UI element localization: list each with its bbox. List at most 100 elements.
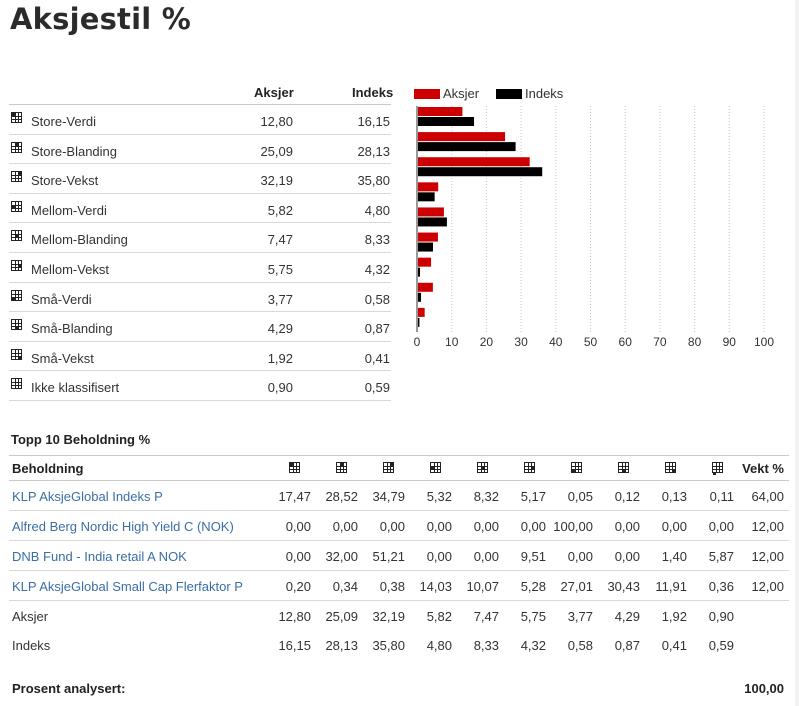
x-tick-label: 30 <box>514 335 528 349</box>
cell-value: 0,00 <box>520 519 546 534</box>
bar-aksjer <box>418 232 438 242</box>
cell-value: 4,29 <box>614 609 640 624</box>
style-box-icon <box>11 112 22 123</box>
style-row-aksjer: 1,92 <box>267 350 293 366</box>
style-box-icon <box>11 378 22 390</box>
cell-value: 5,32 <box>426 489 452 504</box>
legend-swatch <box>414 89 440 99</box>
style-row: Store-Blanding 25,09 28,13 <box>9 135 391 165</box>
bar-aksjer <box>418 207 444 217</box>
cell-value: 30,43 <box>607 579 640 594</box>
top10-header: Beholdning Vekt % <box>9 455 789 481</box>
style-box-icon <box>383 462 394 473</box>
cell-value: 0,00 <box>332 519 358 534</box>
cell-value: 0,00 <box>567 549 593 564</box>
style-box-icon <box>336 462 347 473</box>
footer-analysed: Prosent analysert: 100,00 <box>9 678 789 698</box>
style-box-icon <box>430 462 441 473</box>
cell-value: 0,13 <box>661 489 687 504</box>
style-row-indeks: 28,13 <box>357 143 390 159</box>
cell-value: 0,00 <box>473 549 499 564</box>
style-row-aksjer: 4,29 <box>267 321 293 337</box>
cell-value: 8,33 <box>473 638 499 653</box>
cell-value: 0,00 <box>285 519 311 534</box>
cell-value: 0,00 <box>614 549 640 564</box>
x-tick-label: 50 <box>584 335 598 349</box>
scroll-edge <box>795 0 799 706</box>
bar-indeks <box>418 317 420 327</box>
style-box-icon <box>11 348 22 360</box>
style-row-indeks: 4,80 <box>364 202 390 218</box>
cell-value: 8,32 <box>473 489 499 504</box>
cell-value: 0,87 <box>614 638 640 653</box>
cell-value: 0,20 <box>285 579 311 594</box>
style-box-icon <box>289 462 300 473</box>
cell-value: 0,05 <box>567 489 593 504</box>
style-box-icon <box>11 171 22 183</box>
x-tick-label: 100 <box>754 335 774 349</box>
holding-row: Alfred Berg Nordic High Yield C (NOK) 0,0… <box>9 511 789 541</box>
style-row: Store-Vekst 32,19 35,80 <box>9 164 391 194</box>
cell-value: 3,77 <box>567 609 593 624</box>
holding-link[interactable]: Alfred Berg Nordic High Yield C (NOK) <box>12 519 234 534</box>
cell-value: 100,00 <box>553 519 593 534</box>
style-row-aksjer: 0,90 <box>267 380 293 396</box>
cell-value: 5,17 <box>520 489 546 504</box>
style-row: Mellom-Verdi 5,82 4,80 <box>9 194 391 224</box>
x-tick-label: 70 <box>653 335 667 349</box>
page-title: Aksjestil % <box>10 2 191 36</box>
style-row-aksjer: 32,19 <box>260 173 293 189</box>
style-box-icon <box>11 230 22 242</box>
style-row-label: Store-Verdi <box>31 114 97 129</box>
cell-value: 14,03 <box>419 579 452 594</box>
holding-link[interactable]: DNB Fund - India retail A NOK <box>12 549 187 564</box>
holding-link[interactable]: KLP AksjeGlobal Indeks P <box>12 489 163 504</box>
vekt-value: 12,00 <box>751 519 784 534</box>
bar-indeks <box>418 167 543 177</box>
holding-link[interactable]: KLP AksjeGlobal Small Cap Flerfaktor P <box>12 579 243 594</box>
style-box-icon <box>11 141 22 153</box>
style-row-indeks: 4,32 <box>364 261 390 277</box>
style-row: Mellom-Vekst 5,75 4,32 <box>9 253 391 283</box>
x-tick-label: 40 <box>549 335 563 349</box>
bar-indeks <box>418 292 422 302</box>
cell-value: 1,92 <box>661 609 687 624</box>
summary-label: Indeks <box>12 638 51 653</box>
cell-value: 5,82 <box>426 609 452 624</box>
cell-value: 51,21 <box>372 549 405 564</box>
cell-value: 0,58 <box>567 638 593 653</box>
cell-value: 0,00 <box>661 519 687 534</box>
style-row-label: Ikke klassifisert <box>31 380 120 396</box>
cell-value: 0,00 <box>379 519 405 534</box>
cell-value: 32,00 <box>325 549 358 564</box>
cell-value: 0,00 <box>426 549 452 564</box>
holding-row: DNB Fund - India retail A NOK 0,00 32,00 51… <box>9 541 789 571</box>
style-box-icon <box>618 462 629 473</box>
style-row-label: Store-Blanding <box>31 143 117 159</box>
x-tick-label: 90 <box>723 335 737 349</box>
cell-value: 7,47 <box>473 609 499 624</box>
cell-value: 1,40 <box>661 549 687 564</box>
bar-aksjer <box>418 257 432 267</box>
cell-value: 0,41 <box>661 638 687 653</box>
legend-label: Indeks <box>525 86 564 101</box>
footer-value: 100,00 <box>744 681 784 696</box>
style-row-aksjer: 25,09 <box>260 143 293 159</box>
cell-value: 0,12 <box>614 489 640 504</box>
cell-value: 12,80 <box>278 609 311 624</box>
bar-indeks <box>418 242 433 252</box>
cell-value: 5,87 <box>708 549 734 564</box>
style-row: Ikke klassifisert 0,90 0,59 <box>9 371 391 401</box>
cell-value: 0,00 <box>473 519 499 534</box>
style-box-icon <box>712 462 723 475</box>
cell-value: 34,79 <box>372 489 405 504</box>
cell-value: 0,11 <box>709 489 734 504</box>
bar-aksjer <box>418 307 425 317</box>
style-table-header: Aksjer Indeks <box>9 80 393 105</box>
style-row-indeks: 16,15 <box>357 114 390 129</box>
cell-value: 10,07 <box>466 579 499 594</box>
holding-row: KLP AksjeGlobal Indeks P 17,47 28,52 34,79 5… <box>9 481 789 511</box>
cell-value: 28,52 <box>325 489 358 504</box>
cell-value: 0,38 <box>379 579 405 594</box>
bar-indeks <box>418 192 435 202</box>
